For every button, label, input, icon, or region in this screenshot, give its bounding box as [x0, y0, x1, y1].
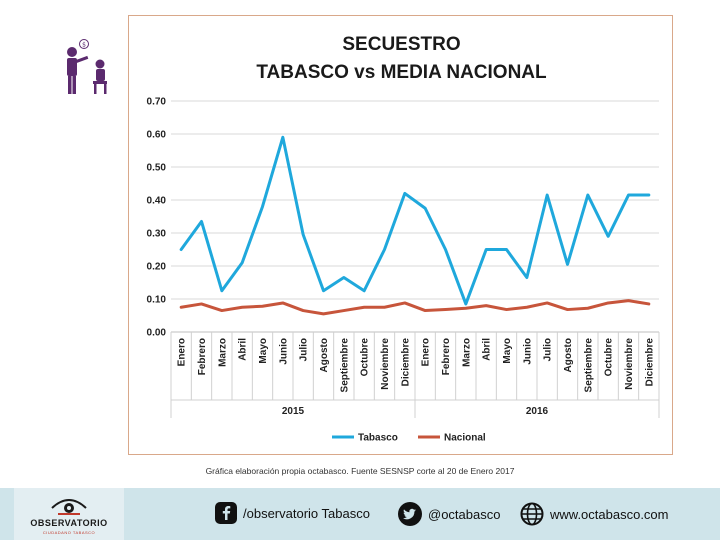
x-tick-label: Enero — [177, 338, 188, 366]
x-tick-label: Noviembre — [380, 338, 391, 390]
facebook-link[interactable]: /observatorio Tabasco — [215, 502, 370, 524]
chart-container: SECUESTRO TABASCO vs MEDIA NACIONAL 0.00… — [128, 15, 673, 455]
series-line-nacional — [179, 299, 651, 316]
twitter-icon — [398, 502, 422, 526]
person-speaking-icon: $ — [67, 39, 107, 94]
x-tick-label: Mayo — [502, 338, 513, 364]
x-tick-label: Septiembre — [583, 338, 594, 393]
legend-label: Tabasco — [358, 433, 398, 444]
series-line-tabasco — [179, 135, 651, 306]
x-tick-label: Junio — [522, 338, 533, 365]
y-tick-label: 0.40 — [147, 196, 167, 207]
website-link[interactable]: www.octabasco.com — [520, 502, 669, 526]
twitter-label: @octabasco — [428, 506, 501, 522]
x-tick-label: Diciembre — [644, 338, 655, 387]
x-tick-label: Marzo — [461, 338, 472, 367]
y-tick-label: 0.10 — [147, 295, 167, 306]
year-label: 2016 — [526, 406, 549, 417]
twitter-link[interactable]: @octabasco — [398, 502, 500, 526]
legend-label: Nacional — [444, 433, 486, 444]
observatorio-logo: OBSERVATORIO CIUDADANO TABASCO — [14, 488, 124, 540]
x-tick-label: Enero — [421, 338, 432, 366]
website-label: www.octabasco.com — [550, 506, 669, 522]
x-tick-label: Agosto — [319, 338, 330, 372]
y-tick-label: 0.30 — [147, 229, 167, 240]
x-tick-label: Octubre — [360, 338, 371, 377]
source-note: Gráfica elaboración propia octabasco. Fu… — [205, 466, 515, 476]
y-tick-label: 0.50 — [147, 163, 167, 174]
chart-title-line1: SECUESTRO — [342, 34, 461, 55]
facebook-icon — [215, 502, 237, 524]
year-label: 2015 — [282, 406, 305, 417]
globe-icon — [520, 502, 544, 526]
x-tick-label: Julio — [543, 338, 554, 361]
x-tick-label: Agosto — [563, 338, 574, 372]
line-chart: 0.00 0.10 0.20 0.30 0.40 0.50 0.60 0.70 Enero Feb… — [147, 97, 660, 444]
logo-subtext: CIUDADANO TABASCO — [42, 530, 96, 535]
x-tick-label: Octubre — [604, 338, 615, 377]
footer-bar: OBSERVATORIO CIUDADANO TABASCO /observat… — [0, 488, 720, 540]
y-tick-label: 0.00 — [147, 328, 167, 339]
x-tick-label: Abril — [482, 338, 493, 361]
y-tick-label: 0.60 — [147, 130, 167, 141]
x-tick-label: Abril — [238, 338, 249, 361]
svg-text:$: $ — [82, 42, 86, 49]
y-tick-label: 0.70 — [147, 97, 167, 108]
x-tick-label: Febrero — [197, 338, 208, 375]
x-tick-label: Marzo — [217, 338, 228, 367]
x-tick-label: Septiembre — [339, 338, 350, 393]
logo-text: OBSERVATORIO — [30, 518, 108, 528]
facebook-label: /observatorio Tabasco — [243, 505, 370, 521]
x-tick-label: Diciembre — [400, 338, 411, 387]
eye-logo-icon — [51, 499, 87, 515]
x-tick-label: Junio — [278, 338, 289, 365]
chart-title-line2: TABASCO vs MEDIA NACIONAL — [256, 62, 547, 83]
x-tick-label: Mayo — [258, 338, 269, 364]
y-tick-label: 0.20 — [147, 262, 167, 273]
x-tick-label: Noviembre — [624, 338, 635, 390]
x-tick-label: Julio — [299, 338, 310, 361]
x-tick-label: Febrero — [441, 338, 452, 375]
